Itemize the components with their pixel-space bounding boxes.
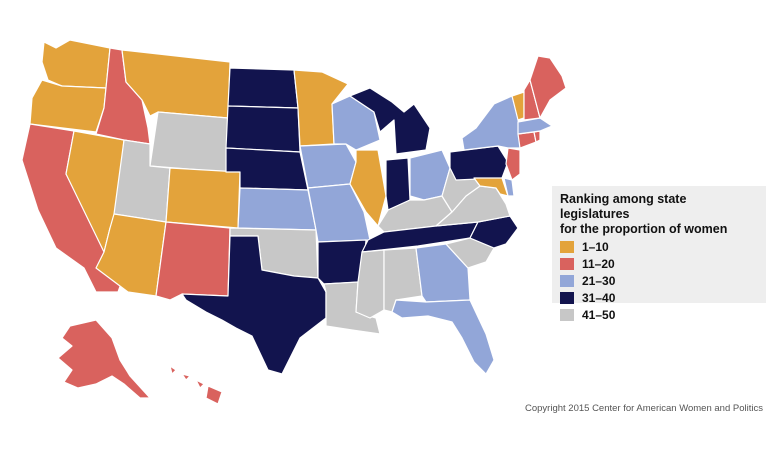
state-florida: [391, 299, 495, 375]
state-delaware: [503, 177, 515, 197]
legend-label: 31–40: [582, 291, 616, 305]
legend-label: 11–20: [582, 257, 615, 271]
state-wyoming: [149, 111, 229, 173]
state-michigan: [349, 87, 431, 155]
legend-label: 21–30: [582, 274, 616, 288]
legend-swatch: [560, 275, 574, 287]
legend-title-line-1: Ranking among state legislatures: [560, 192, 687, 221]
legend-title-line-2: for the proportion of women: [560, 222, 728, 236]
legend-item: 11–20: [560, 257, 758, 271]
state-washington: [41, 39, 111, 89]
state-maine: [529, 55, 567, 119]
state-south-dakota: [225, 105, 301, 153]
state-illinois: [349, 149, 387, 227]
legend-swatch: [560, 292, 574, 304]
legend-swatch: [560, 258, 574, 270]
state-pennsylvania: [449, 145, 509, 181]
state-connecticut: [517, 131, 537, 149]
state-colorado: [165, 167, 241, 229]
state-south-carolina: [445, 237, 495, 269]
state-north-dakota: [227, 67, 299, 109]
legend-item: 1–10: [560, 240, 758, 254]
state-hawaii: [169, 365, 223, 405]
legend-item: 31–40: [560, 291, 758, 305]
state-maryland: [473, 177, 509, 197]
state-texas: [181, 235, 327, 375]
legend-label: 1–10: [582, 240, 609, 254]
state-new-jersey: [505, 147, 521, 181]
map-legend: Ranking among state legislatures for the…: [552, 186, 766, 322]
state-massachusetts: [517, 117, 553, 135]
legend-swatch: [560, 241, 574, 253]
legend-swatch: [560, 309, 574, 321]
legend-label: 41–50: [582, 308, 616, 322]
copyright-text: Copyright 2015 Center for American Women…: [525, 403, 763, 414]
legend-item: 21–30: [560, 274, 758, 288]
state-oregon: [29, 79, 107, 133]
legend-title: Ranking among state legislatures for the…: [560, 192, 758, 237]
state-iowa: [299, 143, 357, 189]
state-alaska: [57, 319, 151, 399]
state-new-mexico: [155, 221, 231, 301]
state-new-york: [461, 95, 521, 151]
state-kansas: [237, 187, 317, 231]
legend-item: 41–50: [560, 308, 758, 322]
